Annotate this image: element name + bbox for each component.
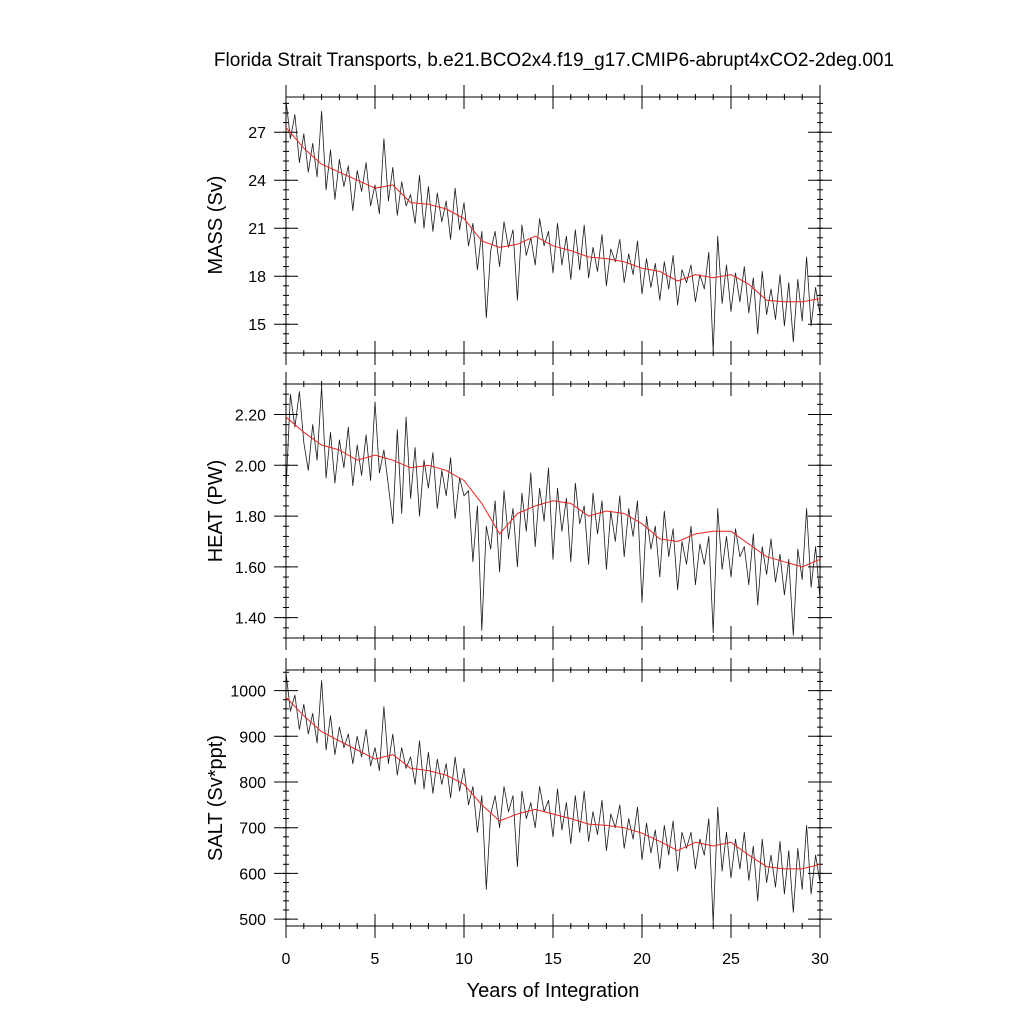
mass-y-tick-label: 24 bbox=[248, 173, 266, 190]
heat-smoothed-series-line bbox=[285, 416, 821, 568]
heat-y-tick-label: 1.60 bbox=[235, 560, 266, 577]
panel-heat: 1.40 1.60 1.80 2.00 2.20 HEAT (PW) bbox=[205, 372, 832, 650]
heat-y-tick-label: 1.40 bbox=[235, 611, 266, 628]
panel-salt: 500 600 700 800 900 1000 SALT (Sv*ppt) bbox=[205, 658, 832, 938]
heat-y-tick-label: 1.80 bbox=[235, 509, 266, 526]
x-tick-label: 25 bbox=[722, 951, 740, 968]
x-tick-label: 20 bbox=[633, 951, 651, 968]
salt-monthly-series-line bbox=[285, 672, 821, 925]
salt-y-tick-label: 800 bbox=[239, 775, 266, 792]
heat-plot-frame bbox=[285, 383, 821, 639]
mass-monthly-series-line bbox=[285, 100, 821, 352]
salt-y-tick-label: 900 bbox=[239, 729, 266, 746]
panels: 15 18 21 24 27 MASS (Sv) 1.40 1.60 1.80 2.00 2.20 H… bbox=[205, 85, 832, 968]
salt-y-tick-label: 500 bbox=[239, 912, 266, 929]
mass-y-tick-label: 15 bbox=[248, 317, 266, 334]
salt-plot-frame bbox=[285, 669, 821, 927]
heat-y-tick-label: 2.20 bbox=[235, 407, 266, 424]
salt-y-tick-label: 700 bbox=[239, 821, 266, 838]
x-tick-label: 0 bbox=[282, 951, 291, 968]
salt-smoothed-series-line bbox=[285, 697, 821, 870]
x-tick-label: 5 bbox=[371, 951, 380, 968]
salt-y-tick-label: 600 bbox=[239, 866, 266, 883]
x-tick-label: 10 bbox=[455, 951, 473, 968]
heat-monthly-series-line bbox=[285, 386, 821, 636]
heat-y-tick-label: 2.00 bbox=[235, 458, 266, 475]
x-axis-label: Years of Integration bbox=[467, 980, 640, 1002]
panel-mass: 15 18 21 24 27 MASS (Sv) bbox=[205, 85, 832, 365]
mass-y-axis-label: MASS (Sv) bbox=[205, 176, 227, 275]
mass-y-tick-label: 18 bbox=[248, 269, 266, 286]
mass-plot-frame bbox=[285, 96, 821, 354]
heat-y-axis-label: HEAT (PW) bbox=[205, 460, 227, 563]
heat-ticks bbox=[274, 372, 832, 650]
mass-ticks bbox=[274, 85, 832, 365]
salt-ticks bbox=[274, 658, 832, 938]
salt-y-axis-label: SALT (Sv*ppt) bbox=[205, 735, 227, 861]
mass-smoothed-series-line bbox=[285, 127, 821, 303]
chart-title: Florida Strait Transports, b.e21.BCO2x4.… bbox=[214, 50, 894, 71]
mass-y-tick-label: 27 bbox=[248, 125, 266, 142]
x-tick-label: 15 bbox=[544, 951, 562, 968]
x-tick-label: 30 bbox=[811, 951, 829, 968]
salt-y-tick-label: 1000 bbox=[230, 684, 266, 701]
mass-y-tick-label: 21 bbox=[248, 221, 266, 238]
